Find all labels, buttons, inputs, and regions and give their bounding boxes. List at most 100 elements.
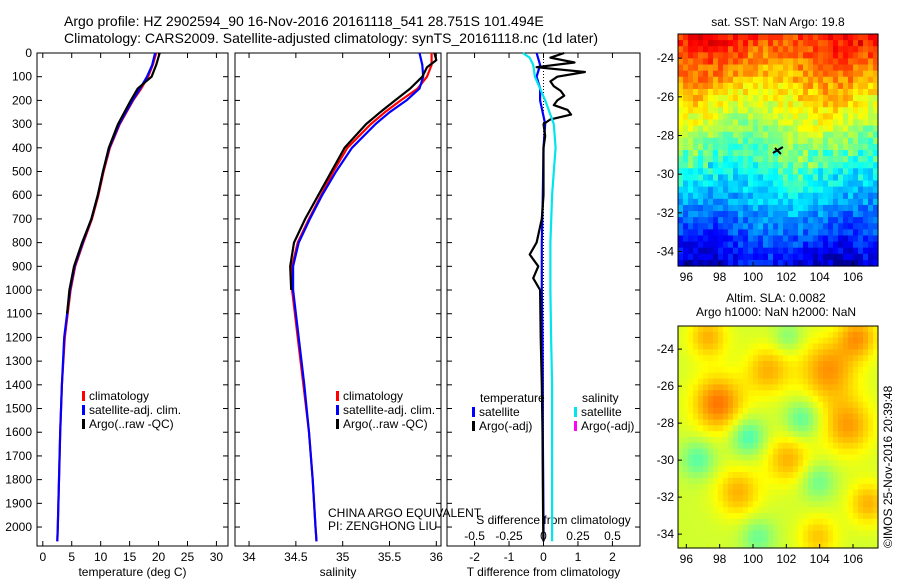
map-cell bbox=[768, 143, 774, 151]
map-cell bbox=[813, 472, 819, 479]
map-cell bbox=[773, 58, 779, 66]
map-cell bbox=[698, 253, 704, 261]
map-cell bbox=[733, 235, 739, 243]
map-cell bbox=[728, 518, 734, 526]
map-cell bbox=[863, 454, 869, 461]
map-cell bbox=[863, 390, 869, 397]
map-cell bbox=[823, 143, 829, 151]
map-cell bbox=[838, 46, 844, 53]
map-cell bbox=[863, 448, 869, 456]
map-cell bbox=[683, 107, 689, 114]
map-cell bbox=[823, 419, 829, 426]
map-cell bbox=[818, 331, 824, 339]
map-cell bbox=[843, 448, 849, 456]
map-cell bbox=[848, 34, 854, 41]
map-cell bbox=[738, 524, 744, 532]
map-cell bbox=[873, 396, 879, 403]
map-cell bbox=[718, 119, 724, 127]
map-cell bbox=[743, 34, 749, 41]
map-cell bbox=[753, 442, 759, 450]
map-cell bbox=[823, 331, 829, 339]
map-cell bbox=[688, 431, 694, 438]
map-cell bbox=[828, 396, 834, 403]
map-cell bbox=[828, 58, 834, 66]
map-cell bbox=[773, 472, 779, 479]
map-cell bbox=[733, 131, 739, 139]
map-cell bbox=[728, 64, 734, 72]
map-cell bbox=[703, 366, 709, 374]
map-cell bbox=[713, 88, 719, 96]
map-cell bbox=[713, 489, 719, 497]
map-cell bbox=[833, 253, 839, 261]
map-cell bbox=[703, 349, 709, 356]
map-cell bbox=[763, 88, 769, 96]
map-cell bbox=[768, 419, 774, 426]
map-cell bbox=[788, 442, 794, 450]
map-cell bbox=[678, 366, 684, 374]
map-cell bbox=[863, 156, 869, 163]
map-cell bbox=[773, 40, 779, 47]
map-cell bbox=[823, 378, 829, 386]
map-cell bbox=[758, 198, 764, 206]
map-cell bbox=[753, 131, 759, 139]
map-cell bbox=[698, 150, 704, 157]
map-cell bbox=[808, 204, 814, 212]
map-cell bbox=[828, 52, 834, 60]
map-cell bbox=[723, 253, 729, 261]
map-cell bbox=[833, 101, 839, 108]
map-cell bbox=[733, 472, 739, 479]
map-cell bbox=[858, 174, 864, 182]
map-cell bbox=[723, 143, 729, 151]
map-cell bbox=[793, 542, 799, 549]
map-cell bbox=[863, 211, 869, 218]
map-cell bbox=[703, 156, 709, 163]
map-cell bbox=[678, 437, 684, 444]
map-cell bbox=[793, 76, 799, 84]
legend-swatch bbox=[472, 421, 475, 431]
map-cell bbox=[793, 501, 799, 508]
map-cell bbox=[783, 137, 789, 145]
map-cell bbox=[833, 241, 839, 249]
map-cell bbox=[828, 477, 834, 485]
map-cell bbox=[688, 34, 694, 41]
map-cell bbox=[708, 180, 714, 188]
map-cell bbox=[778, 331, 784, 339]
map-cell bbox=[723, 355, 729, 362]
map-cell bbox=[803, 137, 809, 145]
map-cell bbox=[743, 143, 749, 151]
map-cell bbox=[798, 407, 804, 415]
map-cell bbox=[838, 241, 844, 249]
map-cell bbox=[783, 253, 789, 261]
map-cell bbox=[718, 64, 724, 72]
map-cell bbox=[733, 407, 739, 415]
map-cell bbox=[763, 326, 769, 333]
map-cell bbox=[768, 524, 774, 532]
map-cell bbox=[688, 82, 694, 90]
map-cell bbox=[678, 95, 684, 102]
map-cell bbox=[783, 419, 789, 426]
map-cell bbox=[733, 489, 739, 497]
map-cell bbox=[863, 235, 869, 243]
map-cell bbox=[808, 442, 814, 450]
map-cell bbox=[703, 401, 709, 409]
map-cell bbox=[863, 501, 869, 508]
map-cell bbox=[808, 119, 814, 127]
map-cell bbox=[773, 460, 779, 467]
map-cell bbox=[733, 119, 739, 127]
map-cell bbox=[868, 253, 874, 261]
map-cell bbox=[738, 137, 744, 145]
map-cell bbox=[758, 366, 764, 374]
map-cell bbox=[873, 76, 879, 84]
map-cell bbox=[678, 174, 684, 182]
map-cell bbox=[733, 524, 739, 532]
map-cell bbox=[773, 259, 779, 267]
map-cell bbox=[808, 378, 814, 386]
map-cell bbox=[768, 46, 774, 53]
map-cell bbox=[708, 229, 714, 237]
map-cell bbox=[678, 235, 684, 243]
map-cell bbox=[758, 489, 764, 497]
map-cell bbox=[868, 247, 874, 255]
map-cell bbox=[818, 119, 824, 127]
map-cell bbox=[843, 326, 849, 333]
map-cell bbox=[733, 253, 739, 261]
